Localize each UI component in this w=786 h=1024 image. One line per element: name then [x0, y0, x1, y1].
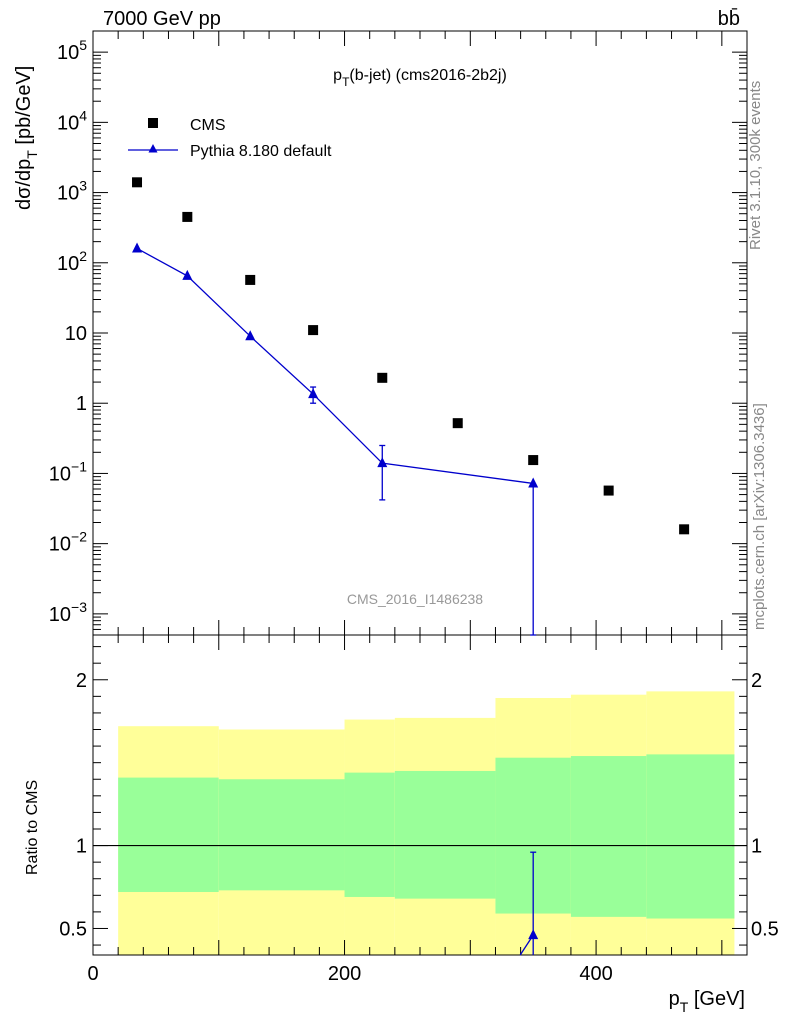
ratio-y-tick-label: 2: [76, 670, 87, 692]
cms-data-point: [377, 372, 388, 383]
process-label: bb̄: [718, 7, 740, 30]
ratio-y-axis-label: Ratio to CMS: [24, 780, 41, 875]
legend-label-cms: CMS: [190, 117, 226, 134]
ratio-band-inner: [394, 770, 496, 899]
analysis-watermark: CMS_2016_I1486238: [347, 591, 483, 607]
ratio-band-inner: [218, 779, 345, 891]
x-tick-label: 200: [328, 963, 361, 985]
y-tick-label: 10: [65, 323, 87, 345]
ratio-y-tick-label-right: 0.5: [751, 918, 779, 940]
x-tick-label: 400: [579, 963, 612, 985]
ratio-band-inner: [344, 772, 395, 897]
x-tick-label: 0: [87, 963, 98, 985]
mcplots-label: mcplots.cern.ch [arXiv:1306.3436]: [751, 403, 768, 630]
pythia-data-point: [182, 269, 193, 280]
main-y-axis-label: dσ/dpT [pb/GeV]: [13, 66, 40, 210]
cms-data-point: [603, 485, 614, 496]
pythia-data-point: [308, 388, 319, 399]
cms-data-point: [308, 325, 319, 336]
x-axis-label: pT [GeV]: [669, 988, 745, 1015]
energy-label: 7000 GeV pp: [103, 8, 221, 30]
ratio-y-tick-label: 0.5: [59, 918, 87, 940]
y-tick-label: 102: [57, 248, 87, 275]
pythia-data-point: [132, 242, 143, 253]
ratio-band-inner: [118, 777, 219, 892]
cms-data-point: [182, 211, 193, 222]
ratio-marks: [519, 851, 539, 956]
y-tick-label: 103: [57, 178, 87, 205]
y-tick-label: 10−3: [49, 599, 87, 626]
y-tick-label: 105: [57, 37, 87, 64]
pythia-data-point: [528, 477, 539, 488]
y-tick-label: 104: [57, 107, 87, 134]
ratio-y-tick-label-right: 2: [751, 670, 762, 692]
ratio-pythia-point: [528, 929, 539, 940]
rivet-label: Rivet 3.1.10, 300k events: [747, 81, 764, 250]
ratio-band-inner: [570, 756, 647, 917]
y-tick-label: 10−2: [49, 529, 87, 556]
ratio-bands: [118, 691, 735, 955]
main-marks: [132, 177, 690, 636]
ratio-y-tick-label: 1: [76, 836, 87, 858]
ratio-axes: 2 2 1 1 0.5 0.5 0 200 400: [59, 635, 779, 985]
pythia-data-point: [245, 330, 256, 341]
cms-data-point: [132, 177, 143, 188]
cms-data-point: [679, 524, 690, 535]
y-tick-label: 10−1: [49, 458, 87, 485]
legend-marker-cms: [148, 118, 158, 128]
cms-data-point: [245, 274, 256, 285]
cms-data-point: [452, 418, 463, 429]
cms-data-point: [528, 455, 539, 466]
y-tick-label: 1: [76, 393, 87, 415]
legend-label-pythia: Pythia 8.180 default: [190, 143, 332, 160]
plot-title: pT(b-jet) (cms2016-2b2j): [333, 67, 507, 89]
pythia-data-point: [377, 457, 388, 468]
legend: CMS Pythia 8.180 default: [128, 117, 332, 160]
legend-marker-pythia: [148, 144, 158, 153]
ratio-y-tick-label-right: 1: [751, 836, 762, 858]
pythia-line: [136, 247, 534, 485]
ratio-band-inner: [646, 754, 735, 919]
